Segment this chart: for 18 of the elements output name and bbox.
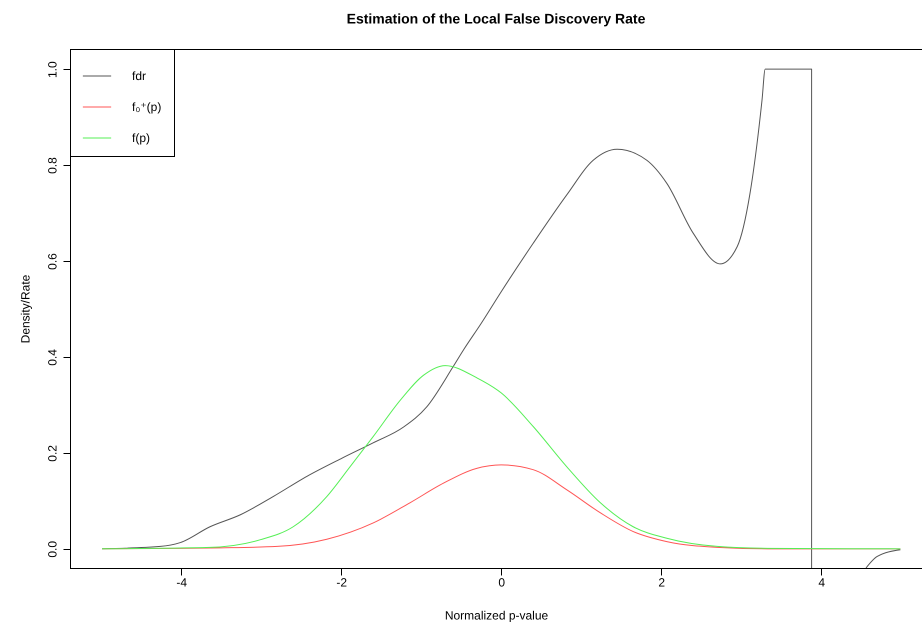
legend-label: fdr (132, 69, 146, 83)
y-tick-label: 0.8 (46, 156, 60, 174)
y-tick-label: 1.0 (46, 60, 60, 78)
y-axis-title: Density/Rate (18, 274, 32, 344)
chart-title: Estimation of the Local False Discovery Rate (346, 10, 646, 26)
x-tick-label: 0 (498, 576, 506, 590)
legend-label: f(p) (132, 131, 150, 145)
x-tick-label: -2 (336, 576, 348, 590)
x-axis-title: Normalized p-value (444, 608, 549, 622)
line-series (102, 365, 901, 550)
y-tick-label: 0.2 (46, 444, 60, 462)
y-tick-label: 0.4 (46, 348, 60, 366)
x-tick-label: 4 (818, 576, 826, 590)
legend-label: f₀⁺(p) (132, 100, 162, 114)
y-tick-label: 0.0 (46, 540, 60, 558)
x-tick-label: 2 (658, 576, 666, 590)
x-tick-label: -4 (176, 576, 188, 590)
y-tick-label: 0.6 (46, 252, 60, 270)
